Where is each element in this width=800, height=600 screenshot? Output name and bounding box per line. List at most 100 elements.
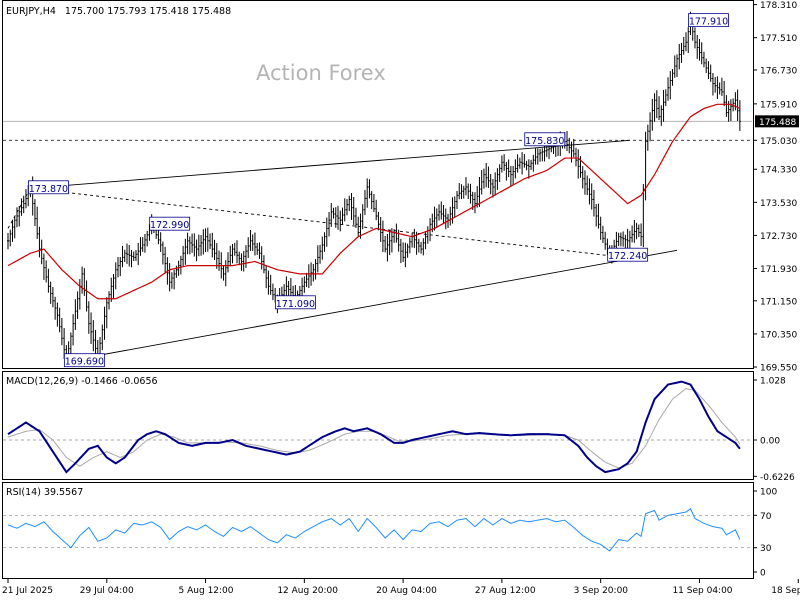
swing-label: 172.240: [607, 247, 649, 262]
ohlc-values: 175.700 175.793 175.418 175.488: [65, 6, 231, 17]
ohlc-bar: [343, 198, 346, 222]
time-tick-label: 18 Sep 12:00: [771, 586, 800, 596]
ohlc-bar: [736, 89, 739, 122]
price-tick-label: 177.510: [760, 34, 797, 44]
ohlc-bar: [215, 243, 218, 269]
ohlc-bar: [388, 229, 391, 256]
swing-label-box: [28, 180, 69, 195]
time-tick-label: 29 Jul 04:00: [80, 586, 134, 596]
ohlc-bar: [384, 235, 387, 253]
ohlc-bar: [469, 183, 472, 204]
time-tick-label: 21 Jul 2025: [2, 586, 53, 596]
ohlc-bar: [473, 192, 476, 214]
ohlc-bar: [568, 137, 571, 154]
ohlc-bar: [224, 260, 227, 287]
ohlc-bar: [350, 192, 353, 220]
ohlc-bar: [702, 51, 705, 68]
ohlc-bar: [258, 242, 261, 259]
ohlc-bar: [339, 210, 342, 232]
time-tick-label: 3 Sep 20:00: [574, 586, 629, 596]
ohlc-bar: [577, 149, 580, 179]
ohlc-bar: [47, 268, 50, 293]
ohlc-bar: [103, 306, 106, 340]
ohlc-bar: [646, 124, 649, 151]
ohlc-bar: [467, 183, 470, 200]
ohlc-bar: [330, 202, 333, 227]
ohlc-bar: [303, 276, 306, 293]
ohlc-bar: [566, 130, 569, 152]
ohlc-bar: [7, 233, 9, 250]
ohlc-bar: [599, 216, 602, 240]
rsi-tick-label: 100: [760, 488, 777, 498]
ohlc-bar: [24, 189, 27, 209]
ohlc-bar: [590, 183, 593, 210]
dashed-trendline: [30, 187, 610, 257]
ohlc-bar: [422, 238, 425, 256]
ohlc-bar: [137, 242, 140, 266]
ohlc-bar: [361, 204, 364, 230]
ohlc-bar: [76, 291, 79, 319]
ohlc-bar: [532, 154, 535, 172]
ohlc-bar: [74, 299, 77, 330]
watermark-text: Action Forex: [256, 61, 386, 85]
ohlc-bar: [370, 190, 373, 210]
ohlc-bar: [222, 264, 225, 281]
ohlc-bar: [200, 235, 203, 256]
ohlc-bar: [235, 240, 238, 264]
swing-label-text: 175.830: [525, 136, 564, 147]
ohlc-bar: [159, 232, 162, 253]
ohlc-bar: [285, 276, 288, 299]
ohlc-bar: [134, 250, 137, 261]
ohlc-bar: [417, 238, 420, 253]
ohlc-bar: [635, 222, 638, 240]
price-tick-label: 178.310: [760, 1, 797, 11]
ohlc-bar: [476, 186, 479, 208]
ohlc-bar: [480, 170, 483, 195]
rsi-tick-label: 70: [760, 512, 772, 522]
ohlc-bar: [536, 148, 539, 165]
ohlc-bar: [514, 159, 517, 179]
ohlc-bar: [143, 234, 146, 253]
ohlc-bar: [323, 232, 326, 252]
swing-label-box: [524, 132, 566, 147]
macd-main-line: [7, 380, 741, 474]
ohlc-bar: [705, 58, 708, 74]
ohlc-bar: [456, 191, 458, 209]
ohlc-bar: [720, 77, 723, 96]
ohlc-bar: [49, 281, 52, 304]
ohlc-bar: [197, 234, 200, 257]
dashed-trendline: [7, 188, 31, 229]
rsi-tick-label: 30: [760, 544, 772, 554]
ohlc-bar: [516, 154, 519, 173]
ohlc-bar: [195, 239, 198, 262]
ohlc-bar: [267, 270, 270, 295]
swing-label: 171.090: [274, 295, 316, 310]
swing-label: 172.990: [149, 216, 191, 231]
ohlc-bar: [660, 105, 663, 126]
ohlc-bar: [586, 175, 589, 196]
swing-label-text: 177.910: [689, 17, 728, 28]
ohlc-bar: [570, 141, 573, 163]
ohlc-bar: [684, 32, 687, 52]
ohlc-bar: [256, 242, 259, 255]
ohlc-bar: [345, 199, 348, 216]
ohlc-bar: [453, 196, 456, 218]
ohlc-bar: [94, 329, 97, 358]
ohlc-bar: [58, 307, 61, 333]
ohlc-bar: [231, 243, 234, 264]
ohlc-bar: [698, 39, 701, 61]
ohlc-bar: [188, 236, 191, 255]
symbol-name: EURJPY,H4: [6, 6, 56, 17]
ohlc-bar: [696, 35, 699, 59]
time-tick-label: 12 Aug 20:00: [277, 586, 338, 596]
ohlc-bar: [440, 201, 443, 220]
ohlc-bar: [716, 76, 719, 100]
ohlc-bar: [399, 238, 402, 264]
ohlc-bar: [132, 251, 135, 262]
ohlc-bar: [693, 27, 696, 49]
ohlc-bar: [424, 232, 427, 250]
ohlc-bar: [680, 42, 683, 63]
ohlc-bar: [141, 237, 144, 252]
ohlc-bar: [723, 81, 726, 107]
macd-label: MACD(12,26,9) -0.1466 -0.0656: [6, 376, 158, 387]
